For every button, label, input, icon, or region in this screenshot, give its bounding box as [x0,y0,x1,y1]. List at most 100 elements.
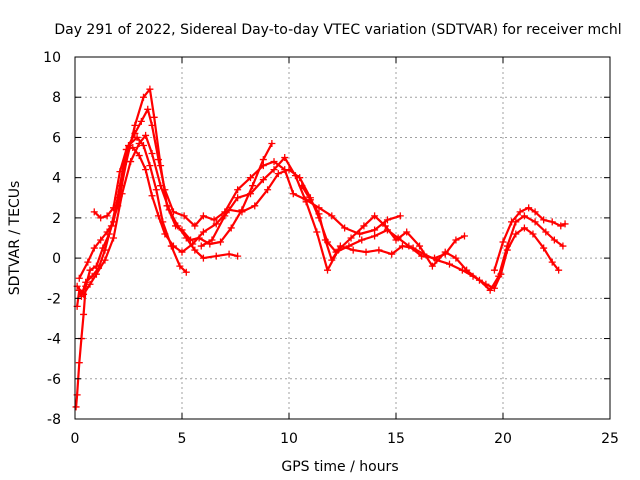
data-point [225,250,233,258]
data-point [86,280,94,288]
data-point [460,232,468,240]
data-point [116,168,124,176]
data-point [72,403,80,411]
series-arc-g [298,182,563,292]
y-tick-label: 6 [52,130,61,146]
data-point [135,152,143,160]
data-point [315,210,323,218]
data-point [409,244,417,252]
data-point [82,278,90,286]
series-arc-c [73,131,242,298]
y-tick-label: -6 [47,372,61,388]
data-point [234,194,242,202]
data-point [150,113,158,121]
data-point [197,242,205,250]
data-point [548,258,556,266]
data-point [371,232,379,240]
data-point [144,105,152,113]
data-point [176,262,184,270]
data-point [381,222,389,230]
data-point [191,246,199,254]
data-point [360,222,368,230]
data-point [548,218,556,226]
data-point [328,256,336,264]
data-point [142,131,150,139]
data-point [251,202,259,210]
data-point [148,192,156,200]
data-point [531,208,539,216]
data-point [371,212,379,220]
data-point [349,246,357,254]
series-arc-h [490,204,569,274]
data-point [516,208,524,216]
data-point [154,156,162,164]
data-point [131,129,139,137]
data-point [180,212,188,220]
data-point [490,266,498,274]
series-arc-a [72,85,276,411]
data-point [86,266,94,274]
data-point [131,121,139,129]
data-point [356,230,364,238]
data-point [246,190,254,198]
data-point [452,236,460,244]
data-point [92,270,100,278]
data-point [503,246,511,254]
data-point [101,246,109,254]
data-point [298,182,306,190]
data-point [497,270,505,278]
y-tick-label: 10 [43,50,61,66]
data-point [210,216,218,224]
data-point [302,198,310,206]
data-point [529,230,537,238]
data-point [315,204,323,212]
data-point [358,236,366,244]
y-axis-title: SDTVAR / TECUs [7,181,23,296]
data-point [127,158,135,166]
plot-frame [74,56,611,420]
y-tick-label: 2 [52,211,61,227]
data-point [249,182,257,190]
y-tick-label: -2 [47,291,61,307]
data-point [482,280,490,288]
data-point [199,254,207,262]
y-tick-label: -4 [47,332,61,348]
data-point [392,236,400,244]
grid-layer [75,57,610,419]
data-point [324,266,332,274]
data-layer [72,85,569,411]
x-axis-title: GPS time / hours [281,459,398,475]
x-tick-label: 20 [494,431,512,447]
data-point [178,248,186,256]
data-point [531,218,539,226]
data-point [165,206,173,214]
data-point [234,252,242,260]
data-point [161,230,169,238]
data-point [238,208,246,216]
data-point [396,212,404,220]
data-point [227,224,235,232]
series-arc-f [197,154,567,294]
x-tick-label: 0 [71,431,80,447]
data-point [221,212,229,220]
data-point [362,248,370,256]
data-point [264,186,272,194]
data-point [433,256,441,264]
data-point [291,172,299,180]
data-point [347,234,355,242]
series-trace [200,156,564,292]
series-trace [76,134,239,296]
data-point [416,242,424,250]
x-tick-label: 15 [387,431,405,447]
axis-layer: 0 5 10 15 20 25 -8 -6 -4 -2 0 2 4 6 8 10 [43,50,619,447]
data-point [182,234,190,242]
x-tick-label: 25 [601,431,619,447]
data-point [281,154,289,162]
data-point [157,182,165,190]
data-point [542,228,550,236]
data-point [520,212,528,220]
data-point [191,222,199,230]
data-point [103,212,111,220]
data-point [499,238,507,246]
